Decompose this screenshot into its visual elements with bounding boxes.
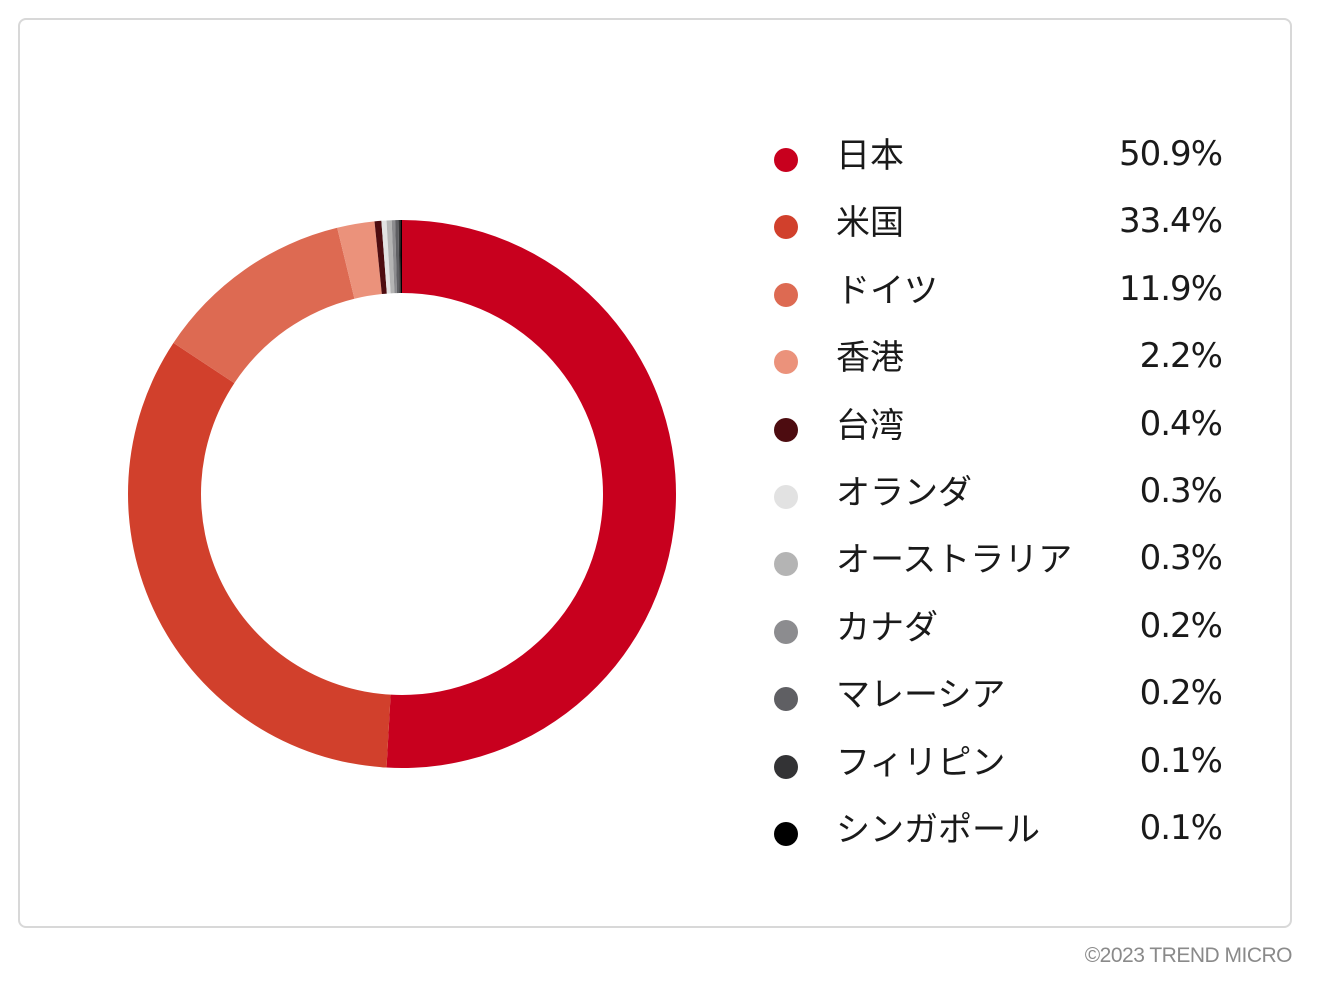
legend-dot-icon xyxy=(774,687,798,712)
legend-value: 0.2% xyxy=(1139,673,1223,714)
legend-dot-icon xyxy=(774,282,798,307)
legend-value: 2.2% xyxy=(1139,336,1223,377)
legend-label: カナダ xyxy=(836,607,938,648)
legend-item: マレーシア 0.2% xyxy=(768,665,1228,732)
legend-value: 0.2% xyxy=(1139,605,1223,646)
legend-label: オーストラリア xyxy=(836,540,1073,581)
legend-dot-icon xyxy=(774,619,798,644)
legend-value: 50.9% xyxy=(1118,134,1223,174)
legend-value: 0.3% xyxy=(1139,538,1223,579)
legend-label: 米国 xyxy=(836,203,904,244)
legend-dot-icon xyxy=(774,350,798,375)
legend-label: フィリピン xyxy=(836,742,1006,783)
legend-dot-icon xyxy=(774,148,798,172)
legend-item: オーストラリア 0.3% xyxy=(768,530,1228,597)
legend-item: カナダ 0.2% xyxy=(768,598,1228,665)
legend-item: 香港 2.2% xyxy=(768,328,1228,395)
legend-value: 11.9% xyxy=(1118,268,1223,309)
legend-item: オランダ 0.3% xyxy=(768,463,1228,530)
donut-slice-5 xyxy=(374,220,387,295)
chart-card: 日本 50.9% 米国 33.4% ドイツ 11.9% 香港 2.2% 台湾 0.4% オランダ 0.… xyxy=(18,18,1292,928)
legend-item: 米国 33.4% xyxy=(768,193,1228,260)
legend-item: ドイツ 11.9% xyxy=(768,261,1228,328)
legend-label: オランダ xyxy=(836,472,972,513)
legend-value: 0.1% xyxy=(1139,740,1223,781)
legend-dot-icon xyxy=(774,754,798,779)
legend-item: 日本 50.9% xyxy=(768,126,1228,193)
legend-dot-icon xyxy=(774,552,798,577)
legend-label: 日本 xyxy=(836,136,904,176)
donut-slice-4 xyxy=(337,221,382,299)
legend-item: 台湾 0.4% xyxy=(768,396,1228,463)
legend-label: シンガポール xyxy=(836,809,1040,850)
donut-slice-8 xyxy=(391,220,397,294)
legend-label: マレーシア xyxy=(836,675,1006,716)
donut-slice-7 xyxy=(386,220,395,294)
legend-value: 33.4% xyxy=(1118,201,1223,242)
copyright-text: ©2023 TREND MICRO xyxy=(1084,944,1293,967)
legend: 日本 50.9% 米国 33.4% ドイツ 11.9% 香港 2.2% 台湾 0.4% オランダ 0.… xyxy=(768,126,1228,867)
donut-slice-3 xyxy=(173,227,355,384)
legend-label: 香港 xyxy=(836,338,904,379)
donut-slice-11 xyxy=(400,220,402,294)
legend-label: 台湾 xyxy=(836,405,904,446)
legend-item: フィリピン 0.1% xyxy=(768,733,1228,800)
legend-value: 0.3% xyxy=(1139,470,1223,511)
donut-slice-2 xyxy=(127,342,391,768)
donut-slice-9 xyxy=(395,220,400,294)
legend-dot-icon xyxy=(774,215,798,240)
donut-slice-10 xyxy=(398,220,401,294)
legend-value: 0.1% xyxy=(1139,807,1223,848)
legend-dot-icon xyxy=(774,417,798,442)
legend-dot-icon xyxy=(774,821,798,846)
legend-value: 0.4% xyxy=(1139,403,1223,444)
legend-item: シンガポール 0.1% xyxy=(768,800,1228,867)
donut-chart xyxy=(127,220,676,768)
donut-slice-6 xyxy=(381,220,391,294)
legend-dot-icon xyxy=(774,484,798,509)
legend-label: ドイツ xyxy=(836,270,938,311)
donut-slice-1 xyxy=(386,220,676,768)
